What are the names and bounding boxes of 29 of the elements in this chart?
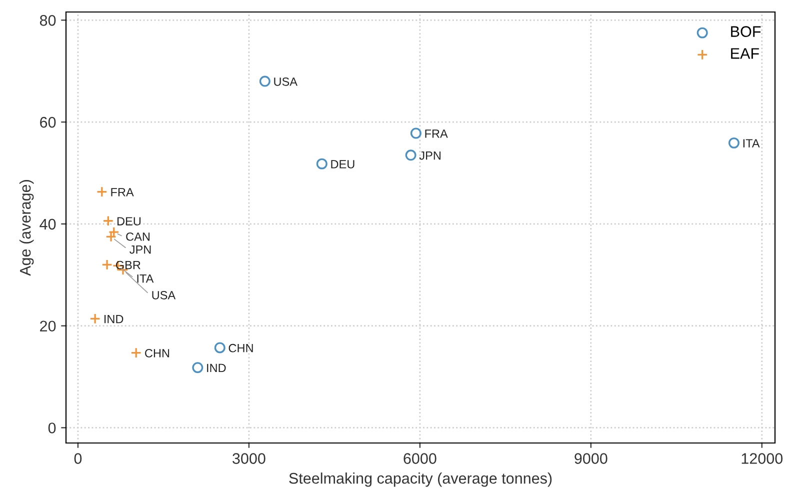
x-tick-label: 3000 bbox=[232, 453, 266, 464]
x-tick-label: 12000 bbox=[742, 453, 783, 464]
annotation: IND bbox=[104, 315, 124, 324]
annotation: USA bbox=[274, 77, 298, 86]
annotation: ITA bbox=[743, 139, 760, 148]
x-axis-title: Steelmaking capacity (average tonnes) bbox=[289, 472, 552, 487]
annotation: CAN bbox=[126, 232, 150, 241]
annotation: USA bbox=[152, 290, 176, 300]
x-tick-label: 6000 bbox=[404, 453, 436, 464]
x-tick-label: 9000 bbox=[574, 453, 608, 464]
y-tick-label: 40 bbox=[40, 218, 56, 230]
annotation: FRA bbox=[111, 188, 134, 196]
annotation: JPN bbox=[419, 151, 440, 160]
annotation: IND bbox=[207, 364, 226, 372]
y-tick-label: 60 bbox=[40, 116, 56, 128]
annotation: CHN bbox=[145, 349, 170, 358]
annotation: ITA bbox=[137, 274, 154, 283]
y-tick-label: 0 bbox=[48, 422, 56, 434]
legend-label: EAF bbox=[731, 48, 759, 59]
annotation: DEU bbox=[331, 160, 354, 168]
y-tick-label: 80 bbox=[40, 15, 56, 26]
annotation: CHN bbox=[228, 344, 253, 352]
legend-label: BOF bbox=[731, 26, 761, 37]
annotation: DEU bbox=[117, 217, 141, 226]
y-axis-title: Age (average) bbox=[19, 180, 34, 276]
annotation: JPN bbox=[130, 245, 151, 254]
annotation: FRA bbox=[425, 130, 448, 138]
x-tick-label: 0 bbox=[74, 453, 82, 464]
y-tick-label: 20 bbox=[40, 320, 56, 332]
